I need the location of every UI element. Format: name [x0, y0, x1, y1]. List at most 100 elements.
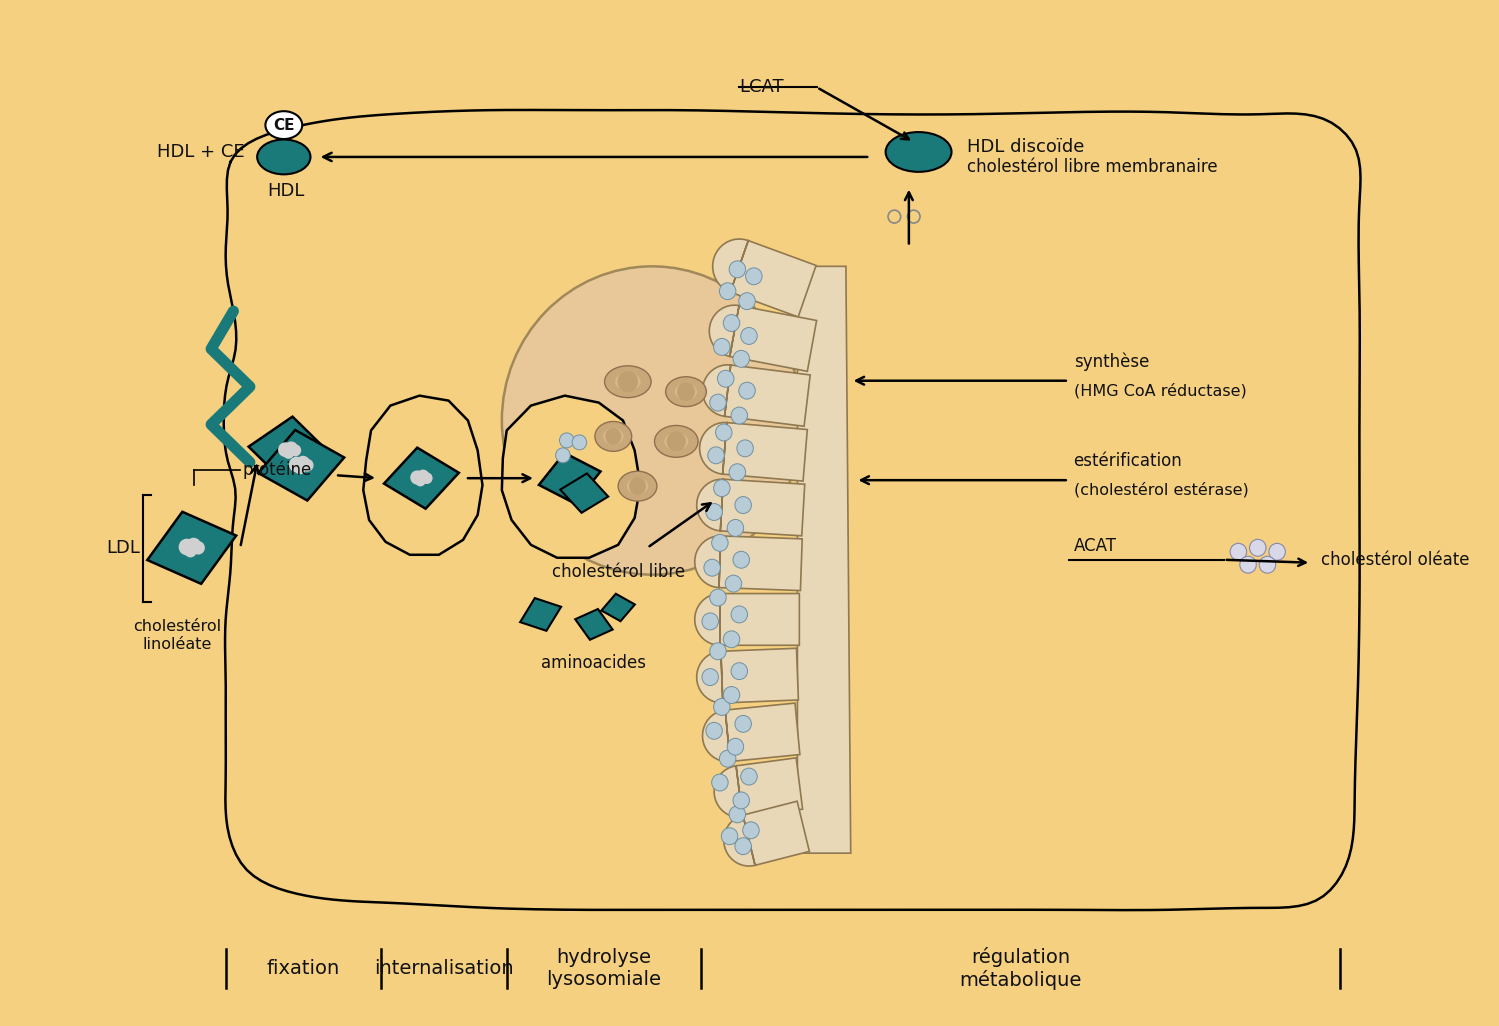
Circle shape [720, 750, 736, 767]
Polygon shape [696, 594, 799, 645]
Circle shape [1259, 556, 1276, 574]
Polygon shape [703, 703, 800, 761]
Text: estérification: estérification [1073, 452, 1183, 470]
Circle shape [733, 792, 750, 808]
Ellipse shape [675, 384, 697, 400]
Circle shape [745, 268, 761, 285]
Circle shape [733, 551, 750, 568]
Circle shape [732, 663, 748, 679]
Text: CE: CE [273, 118, 295, 132]
Circle shape [667, 432, 687, 451]
Circle shape [1268, 544, 1285, 560]
Circle shape [709, 643, 726, 660]
Circle shape [718, 370, 735, 387]
Polygon shape [700, 423, 808, 481]
Circle shape [714, 480, 730, 497]
Circle shape [709, 589, 726, 606]
Circle shape [295, 463, 306, 474]
Circle shape [702, 669, 718, 685]
Circle shape [709, 394, 726, 411]
Ellipse shape [603, 428, 624, 444]
Polygon shape [561, 473, 609, 513]
Circle shape [1250, 540, 1267, 556]
Text: HDL discoïde: HDL discoïde [967, 137, 1084, 156]
Circle shape [706, 722, 723, 740]
Circle shape [184, 545, 196, 557]
Circle shape [739, 292, 755, 310]
Text: cholestérol libre membranaire: cholestérol libre membranaire [967, 158, 1217, 175]
Circle shape [708, 447, 724, 464]
Ellipse shape [258, 140, 310, 174]
Polygon shape [520, 598, 561, 631]
Polygon shape [249, 417, 331, 484]
Polygon shape [709, 305, 817, 371]
Ellipse shape [265, 111, 303, 140]
Circle shape [726, 576, 742, 592]
Circle shape [187, 539, 201, 552]
Circle shape [714, 339, 730, 355]
Circle shape [727, 519, 744, 537]
Text: (cholestérol estérase): (cholestérol estérase) [1073, 482, 1249, 498]
Circle shape [735, 715, 751, 733]
Circle shape [301, 460, 313, 471]
Polygon shape [538, 452, 601, 504]
Text: (HMG CoA réductase): (HMG CoA réductase) [1073, 383, 1246, 398]
Ellipse shape [886, 132, 952, 172]
Circle shape [733, 351, 750, 367]
Circle shape [732, 407, 748, 424]
Circle shape [706, 504, 723, 520]
Text: hydrolyse
lysosomiale: hydrolyse lysosomiale [546, 948, 661, 989]
Circle shape [411, 471, 424, 484]
Polygon shape [797, 267, 851, 854]
Circle shape [724, 631, 741, 647]
Ellipse shape [604, 366, 651, 398]
Circle shape [297, 457, 309, 470]
Circle shape [739, 383, 755, 399]
Text: ACAT: ACAT [1073, 537, 1117, 555]
Text: cholestérol
linoléate: cholestérol linoléate [133, 620, 222, 652]
Circle shape [720, 283, 736, 300]
Circle shape [735, 838, 751, 855]
Circle shape [630, 477, 646, 495]
Circle shape [729, 805, 745, 823]
Polygon shape [724, 801, 809, 866]
Ellipse shape [664, 433, 688, 450]
Circle shape [573, 435, 586, 449]
Circle shape [729, 464, 745, 480]
Polygon shape [147, 512, 237, 584]
Circle shape [502, 267, 802, 575]
Circle shape [289, 458, 304, 472]
Circle shape [678, 383, 696, 401]
Circle shape [1240, 556, 1256, 574]
Text: fixation: fixation [267, 959, 340, 978]
Circle shape [702, 613, 718, 630]
Polygon shape [703, 365, 809, 426]
Polygon shape [697, 648, 799, 703]
Polygon shape [223, 110, 1361, 910]
Polygon shape [601, 594, 636, 621]
Circle shape [712, 535, 729, 551]
Text: aminoacides: aminoacides [541, 655, 646, 672]
Polygon shape [502, 396, 640, 558]
Text: régulation
métabolique: régulation métabolique [959, 947, 1081, 990]
Ellipse shape [595, 422, 631, 451]
Ellipse shape [615, 373, 640, 391]
Circle shape [721, 828, 738, 844]
Circle shape [729, 261, 745, 278]
Circle shape [180, 540, 195, 555]
Polygon shape [576, 609, 613, 640]
Circle shape [742, 822, 758, 838]
Polygon shape [712, 239, 815, 317]
Polygon shape [363, 396, 483, 555]
Circle shape [415, 476, 426, 485]
Text: LCAT: LCAT [739, 78, 784, 96]
Circle shape [1231, 544, 1247, 560]
Circle shape [559, 433, 574, 448]
Text: HDL + CE: HDL + CE [157, 143, 244, 161]
Circle shape [727, 739, 744, 755]
Circle shape [741, 327, 757, 345]
Circle shape [724, 315, 741, 331]
Circle shape [279, 443, 292, 457]
Text: cholestérol libre: cholestérol libre [552, 562, 685, 581]
Text: LDL: LDL [106, 540, 141, 557]
